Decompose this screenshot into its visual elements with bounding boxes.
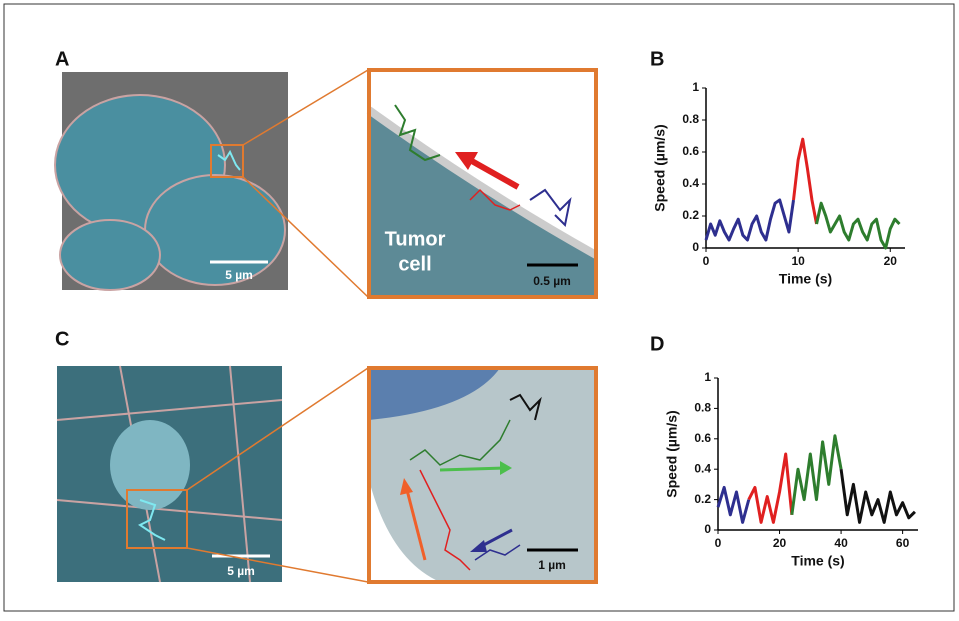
inset-a [366, 68, 598, 299]
x-tick-label: 60 [896, 536, 910, 550]
y-tick-label: 0.4 [682, 176, 699, 190]
y-tick-label: 1 [692, 80, 699, 94]
y-tick-label: 0.8 [694, 401, 711, 415]
y-axis-title: Speed (µm/s) [664, 410, 680, 497]
x-tick-label: 10 [791, 254, 805, 268]
y-tick-label: 1 [704, 370, 711, 384]
inset-label: cell [398, 253, 431, 275]
x-tick-label: 20 [773, 536, 787, 550]
speed-line [747, 452, 794, 524]
y-tick-label: 0.6 [694, 431, 711, 445]
scale-bar-label: 5 µm [225, 268, 253, 282]
speed-line [792, 137, 819, 225]
panel-label: C [55, 328, 69, 350]
speed-line [815, 201, 901, 250]
scale-bar-label: 1 µm [538, 558, 566, 572]
y-tick-label: 0.2 [682, 208, 699, 222]
zoom-line [186, 547, 369, 583]
panel-label: D [650, 333, 664, 355]
micrograph-a [54, 72, 288, 291]
speed-line [716, 485, 751, 524]
scale-bar-label: 0.5 µm [533, 274, 571, 288]
y-axis-title: Speed (µm/s) [652, 124, 668, 211]
x-tick-label: 40 [834, 536, 848, 550]
zoom-line [242, 69, 369, 146]
panel-label: A [55, 48, 69, 70]
inset-label: Tumor [385, 228, 446, 250]
y-tick-label: 0.6 [682, 144, 699, 158]
scale-bar-label: 5 µm [227, 564, 255, 578]
speed-line [839, 468, 916, 524]
x-axis-title: Time (s) [779, 271, 832, 287]
speed-line [704, 198, 796, 242]
y-tick-label: 0 [692, 240, 699, 254]
x-tick-label: 20 [884, 254, 898, 268]
y-tick-label: 0.2 [694, 492, 711, 506]
zoom-line [242, 176, 369, 298]
y-tick-label: 0.8 [682, 112, 699, 126]
inset-c [367, 366, 598, 584]
x-tick-label: 0 [703, 254, 710, 268]
panel-label: B [650, 48, 664, 70]
x-tick-label: 0 [715, 536, 722, 550]
y-tick-label: 0 [704, 522, 711, 536]
y-tick-label: 0.4 [694, 461, 711, 475]
zoom-line [186, 367, 369, 491]
micrograph-c [56, 365, 283, 583]
speed-line [790, 434, 843, 516]
x-axis-title: Time (s) [791, 553, 844, 569]
